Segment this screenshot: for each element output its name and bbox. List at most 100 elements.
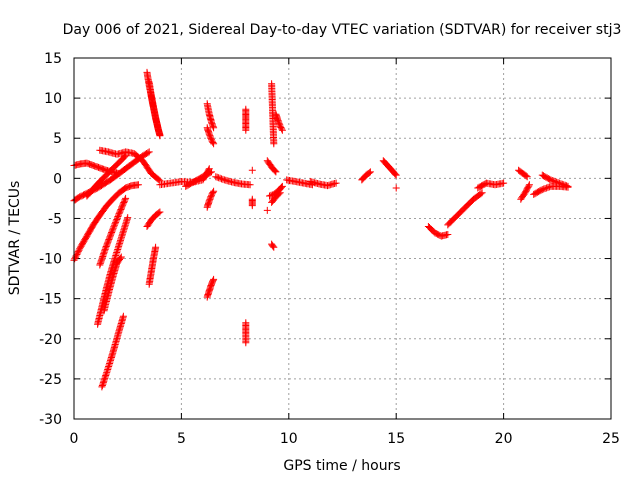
x-axis-label: GPS time / hours: [283, 458, 400, 474]
y-axis-label: SDTVAR / TECUs: [7, 181, 23, 296]
data-point: [555, 179, 563, 187]
series-arc-18: [203, 187, 218, 211]
data-point: [525, 181, 533, 189]
data-point: [366, 168, 374, 176]
data-point: [263, 206, 271, 214]
data-point: [365, 169, 373, 177]
data-point: [75, 246, 83, 254]
x-tick-label: 5: [177, 431, 186, 447]
data-point: [270, 140, 278, 148]
data-point: [145, 148, 153, 156]
data-point: [248, 166, 256, 174]
series-arc-22: [242, 319, 250, 347]
series-arc-21: [242, 105, 250, 134]
data-point: [113, 216, 121, 223]
data-point: [522, 172, 530, 180]
y-tick-label: -10: [39, 252, 62, 268]
x-tick-labels: 0 5 10 15 20 25: [70, 431, 620, 447]
data-point: [152, 243, 160, 251]
data-point: [208, 168, 215, 176]
series-arc-23: [248, 195, 256, 210]
data-point: [209, 189, 217, 196]
series-arc-09: [96, 146, 164, 185]
data-point: [114, 213, 122, 220]
series-arc-08: [100, 253, 125, 315]
data-point: [112, 217, 120, 225]
data-point: [109, 224, 117, 232]
y-tick-label: 0: [53, 171, 62, 187]
data-point: [242, 105, 250, 113]
series-arc-27: [268, 189, 284, 206]
data-point: [206, 169, 214, 177]
data-point: [478, 189, 486, 197]
series-arc-29: [268, 80, 278, 148]
data-point: [278, 183, 285, 191]
x-tick-label: 0: [70, 431, 79, 447]
data-point: [242, 339, 250, 347]
data-point: [500, 179, 508, 187]
data-point: [122, 194, 130, 202]
series-arc-17: [203, 124, 218, 148]
data-point: [276, 189, 284, 197]
data-point: [124, 214, 132, 222]
data-point: [444, 231, 452, 238]
data-point: [525, 182, 533, 190]
series-arc-32: [283, 176, 316, 189]
data-point: [210, 140, 218, 148]
data-point: [523, 173, 531, 181]
data-point: [156, 208, 164, 216]
data-point: [156, 131, 164, 139]
data-point: [110, 223, 118, 231]
series-arc-13: [145, 243, 160, 288]
data-point: [392, 184, 400, 192]
data-point: [144, 149, 152, 157]
x-tick-label: 25: [602, 431, 620, 447]
y-tick-label: 15: [44, 51, 62, 67]
data-point: [108, 227, 116, 235]
series-arc-19: [203, 275, 218, 301]
series-arc-38: [444, 189, 486, 229]
data-point: [115, 170, 123, 177]
y-tick-label: -20: [39, 332, 62, 348]
grid-lines: [74, 58, 611, 419]
series-arc-24: [248, 166, 256, 174]
series-arc-15: [182, 168, 215, 190]
y-tick-label: -5: [48, 211, 62, 227]
data-point: [563, 182, 571, 190]
data-point: [278, 126, 286, 134]
data-point: [275, 190, 283, 198]
data-point: [278, 125, 286, 133]
series-arc-12: [143, 208, 164, 230]
data-point: [248, 202, 256, 210]
data-point: [392, 171, 400, 179]
series-arc-01: [70, 181, 142, 264]
series-arc-40: [517, 181, 533, 203]
chart-title: Day 006 of 2021, Sidereal Day-to-day VTE…: [63, 22, 622, 38]
series-arc-16: [203, 100, 218, 132]
data-point: [121, 196, 129, 204]
series-arc-37: [424, 223, 452, 240]
data-point: [111, 220, 119, 228]
series-arc-34: [358, 168, 374, 184]
data-point: [155, 209, 163, 217]
series-arc-25: [263, 157, 280, 176]
series-arc-39: [474, 179, 508, 192]
x-tick-label: 20: [495, 431, 513, 447]
series-arc-20: [212, 173, 254, 189]
data-point: [155, 176, 163, 184]
data-point: [564, 182, 572, 190]
series-arc-35: [379, 157, 400, 179]
data-point: [278, 182, 286, 190]
data-point: [209, 139, 217, 146]
series-arc-30: [268, 240, 278, 251]
data-point: [477, 190, 485, 198]
data-point: [110, 221, 118, 229]
data-point: [117, 253, 125, 261]
data-point: [272, 168, 280, 176]
series-arc-33: [306, 178, 340, 190]
series-arc-36: [392, 184, 400, 192]
data-point: [134, 181, 142, 189]
y-tick-label: -30: [39, 412, 62, 428]
series-arc-42: [530, 182, 572, 198]
